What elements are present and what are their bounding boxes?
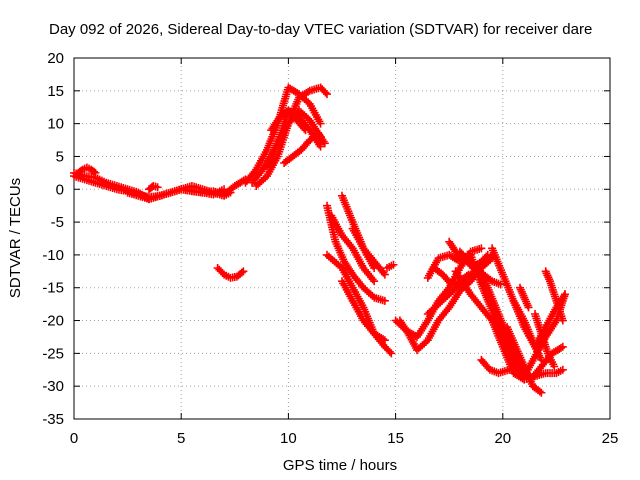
series-markers [213,264,248,282]
y-tick-label: -30 [42,378,64,395]
series-markers [383,260,398,272]
series-track-20 [383,260,398,272]
series-track-17 [327,211,379,286]
series-track-16 [338,277,389,345]
series-track-32 [477,355,524,378]
series-markers [280,129,329,167]
y-tick-label: -5 [51,214,64,231]
series-markers [267,106,310,135]
series-markers [145,182,162,194]
x-tick-label: 15 [387,430,404,447]
series-track-33 [503,323,546,397]
series-track-10 [248,106,325,187]
series-markers [177,182,235,200]
series-markers [541,267,567,325]
x-axis-label: GPS time / hours [283,457,397,474]
x-tick-label: 20 [494,430,511,447]
series-markers [516,283,533,312]
series-markers [248,106,325,187]
series-track-34 [509,296,546,364]
series-markers [509,296,546,364]
series-track-19 [348,224,389,279]
series-track-7 [213,264,248,282]
chart-title: Day 092 of 2026, Sidereal Day-to-day VTE… [49,21,592,38]
plot-frame [73,57,611,420]
x-tick-label: 0 [70,430,78,447]
y-tick-label: 10 [47,116,64,133]
data-series [70,83,569,397]
series-markers [338,277,389,345]
series-markers [477,355,524,378]
y-axis-label: SDTVAR / TECUs [7,178,24,298]
series-track-6 [177,182,235,200]
y-tick-label: -35 [42,411,64,428]
series-track-13 [267,106,310,135]
y-tick-label: 20 [47,50,64,67]
series-track-35 [531,310,559,371]
series-track-37 [516,283,533,312]
series-markers [531,310,559,371]
x-tick-label: 25 [602,430,619,447]
series-track-3 [74,163,100,177]
series-markers [327,211,379,286]
series-track-12 [280,129,329,167]
y-tick-label: 15 [47,83,64,100]
y-tick-label: -10 [42,247,64,264]
y-tick-label: 0 [56,181,64,198]
series-track-5 [145,182,162,194]
x-tick-label: 10 [280,430,297,447]
y-tick-label: -25 [42,345,64,362]
x-tick-label: 5 [177,430,185,447]
y-tick-label: -20 [42,313,64,330]
y-tick-label: -15 [42,280,64,297]
y-tick-label: 5 [56,148,64,165]
axis-ticks: 0 5 10 15 20 25 20 15 10 5 0 -5 -10 -15 -20 -25 -30 -35 [42,50,618,447]
series-markers [74,163,100,177]
series-track-36 [541,267,567,325]
series-markers [503,323,546,397]
series-markers [348,224,389,279]
